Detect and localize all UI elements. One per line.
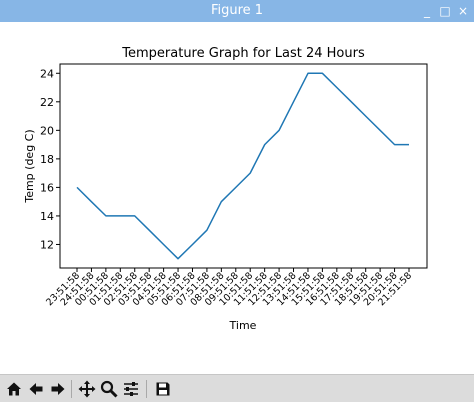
save-button[interactable] (152, 378, 174, 400)
navigation-toolbar (0, 374, 474, 402)
y-tick-label: 16 (40, 181, 54, 194)
back-arrow-icon (29, 383, 43, 395)
save-icon (156, 382, 170, 396)
pan-icon (78, 380, 96, 398)
temperature-chart: Temperature Graph for Last 24 Hours 12 14 1… (23, 46, 428, 332)
minimize-button[interactable]: _ (424, 4, 430, 18)
forward-button[interactable] (47, 378, 69, 400)
toolbar-separator (146, 380, 147, 398)
window-titlebar: Figure 1 _ □ × (0, 0, 474, 22)
forward-arrow-icon (51, 383, 65, 395)
y-tick-label: 20 (40, 124, 54, 137)
back-button[interactable] (25, 378, 47, 400)
temperature-series-line (76, 72, 409, 260)
toolbar-separator (71, 380, 72, 398)
chart-title: Temperature Graph for Last 24 Hours (121, 46, 365, 61)
home-button[interactable] (3, 378, 25, 400)
close-button[interactable]: × (457, 4, 469, 18)
figure-canvas: Temperature Graph for Last 24 Hours 12 14 1… (0, 22, 474, 374)
x-axis-label: Time (229, 319, 257, 332)
plot-frame (59, 63, 428, 269)
y-tick-label: 22 (40, 96, 54, 109)
y-tick-label: 12 (40, 238, 54, 251)
maximize-button[interactable]: □ (439, 4, 451, 18)
zoom-button[interactable] (98, 378, 120, 400)
y-tick-label: 18 (40, 153, 54, 166)
home-icon (7, 382, 21, 396)
y-axis-label: Temp (deg C) (23, 129, 36, 203)
subplots-config-button[interactable] (120, 378, 142, 400)
window-title: Figure 1 (210, 3, 264, 18)
zoom-icon (100, 380, 118, 398)
pan-button[interactable] (76, 378, 98, 400)
subplots-config-icon (124, 382, 138, 396)
y-tick-label: 14 (40, 210, 54, 223)
y-tick-label: 24 (40, 67, 54, 80)
